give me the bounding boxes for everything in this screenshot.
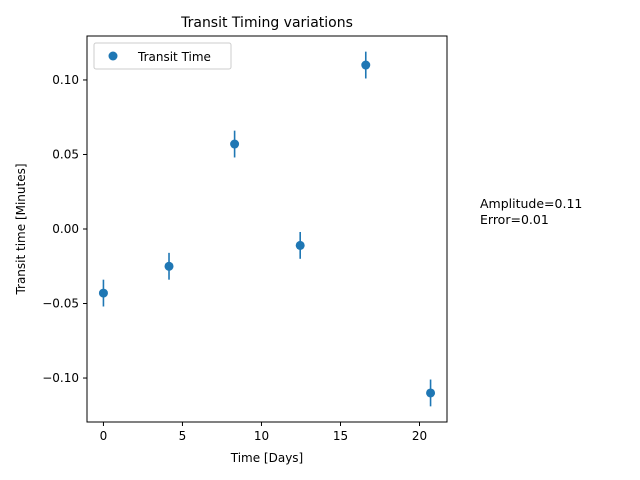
x-axis-label: Time [Days] xyxy=(230,451,304,465)
data-point xyxy=(295,240,305,250)
plot-frame xyxy=(86,35,448,423)
x-tick-label: 15 xyxy=(333,429,348,443)
data-point xyxy=(426,388,436,398)
y-tick-label: −0.05 xyxy=(42,297,79,311)
amplitude-annotation: Amplitude=0.11 xyxy=(480,196,582,211)
data-point xyxy=(164,261,174,271)
y-axis: −0.10 −0.05 0.00 0.05 0.10 xyxy=(42,73,87,385)
data-point xyxy=(361,60,371,70)
error-annotation: Error=0.01 xyxy=(480,212,549,227)
y-tick-label: 0.00 xyxy=(52,222,79,236)
y-tick-label: 0.05 xyxy=(52,147,79,161)
x-axis: 0 5 10 15 20 xyxy=(100,422,427,443)
legend-box xyxy=(93,42,232,70)
data-point xyxy=(98,288,108,298)
legend-label: Transit Time xyxy=(137,50,211,64)
legend: Transit Time xyxy=(93,42,232,70)
y-tick-label: 0.10 xyxy=(52,73,79,87)
chart-title: Transit Timing variations xyxy=(180,15,353,31)
x-tick-label: 5 xyxy=(179,429,187,443)
x-tick-label: 10 xyxy=(254,429,269,443)
x-tick-label: 0 xyxy=(100,429,108,443)
x-tick-label: 20 xyxy=(412,429,427,443)
y-axis-label: Transit time [Minutes] xyxy=(14,163,28,295)
legend-marker xyxy=(108,51,118,61)
plot-marks xyxy=(98,51,436,407)
y-tick-label: −0.10 xyxy=(42,371,79,385)
data-point xyxy=(230,139,240,149)
